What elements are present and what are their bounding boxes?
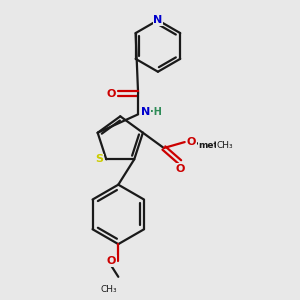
Text: CH₃: CH₃ (100, 285, 117, 294)
Text: O: O (187, 137, 196, 147)
Text: N: N (153, 15, 163, 25)
Text: S: S (95, 154, 104, 164)
Text: O: O (107, 88, 116, 98)
Text: ·H: ·H (150, 107, 162, 117)
Text: O: O (107, 256, 116, 266)
Text: methyl: methyl (199, 140, 234, 149)
Text: CH₃: CH₃ (216, 140, 233, 149)
Text: N: N (141, 107, 151, 117)
Text: O: O (175, 164, 184, 174)
